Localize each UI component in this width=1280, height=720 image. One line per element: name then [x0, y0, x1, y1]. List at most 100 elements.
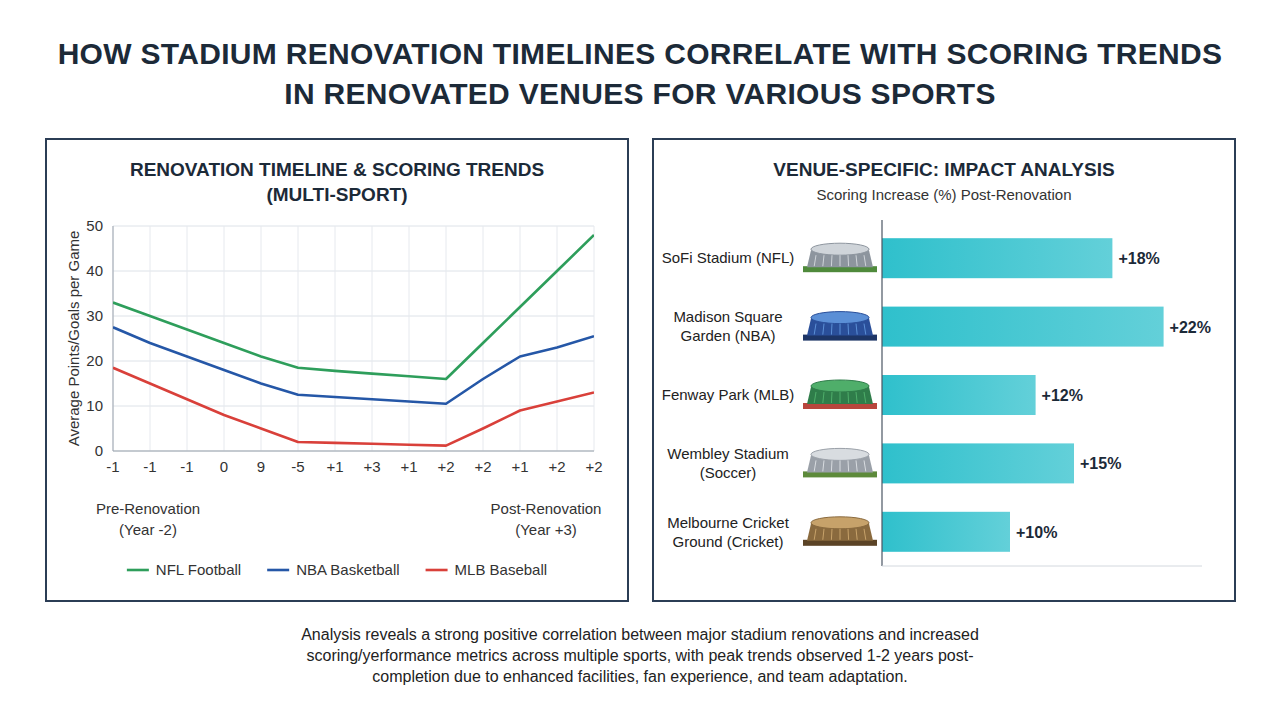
x-axis-line [882, 566, 1202, 567]
x-grid [594, 226, 595, 451]
icon-line [823, 460, 824, 471]
icon-line [856, 392, 857, 403]
legend-swatch [426, 569, 448, 572]
x-grid [372, 226, 373, 451]
text-line: Ground (Cricket) [673, 533, 784, 550]
icon-line [856, 324, 857, 335]
icon-line [864, 529, 866, 540]
x-grid [113, 226, 114, 451]
icon-line [864, 324, 866, 335]
icon-line [814, 255, 816, 266]
icon-line [831, 529, 833, 540]
icon-line [840, 460, 841, 471]
y-tick-label: 50 [86, 217, 103, 234]
y-tick-label: 30 [86, 307, 103, 324]
y-grid [113, 226, 594, 227]
panel-title: RENOVATION TIMELINE & SCORING TRENDS (MUL… [130, 159, 544, 205]
venue-icon [803, 380, 877, 409]
panel-right [653, 139, 1235, 601]
icon-line [823, 392, 824, 403]
text-line: RENOVATION TIMELINE & SCORING TRENDS [130, 159, 544, 180]
y-tick-label: 40 [86, 262, 103, 279]
x-tick-label: +3 [363, 458, 380, 475]
bar [882, 307, 1164, 347]
x-grid [298, 226, 299, 451]
icon-line [848, 324, 850, 335]
x-tick-label: 0 [220, 458, 228, 475]
legend: NFL FootballNBA BasketballMLB Baseball [127, 561, 547, 578]
y-axis-line [881, 220, 882, 566]
text-line: Wembley Stadium [667, 445, 788, 462]
panel-left [46, 139, 628, 601]
x-tick-label: +1 [400, 458, 417, 475]
icon-roof [811, 243, 869, 255]
x-grid [261, 226, 262, 451]
y-tick-label: Madison Square Garden (NBA) [673, 308, 782, 344]
x-grid [224, 226, 225, 451]
main-title: HOW STADIUM RENOVATION TIMELINES CORRELA… [40, 34, 1240, 114]
text-line: SoFi Stadium (NFL) [662, 249, 795, 266]
icon-roof [811, 312, 869, 324]
icon-line [848, 255, 850, 266]
icon-line [831, 324, 833, 335]
x-grid [409, 226, 410, 451]
icon-roof [811, 517, 869, 529]
x-tick-label: +1 [511, 458, 528, 475]
y-tick-label: Fenway Park (MLB) [662, 386, 795, 403]
venue-icon [803, 312, 877, 341]
y-axis-title: Average Points/Goals per Game [65, 231, 82, 447]
bars-group [882, 238, 1164, 552]
panel-subtitle: Scoring Increase (%) Post-Renovation [816, 186, 1071, 203]
series-line [113, 368, 594, 446]
icon-roof [811, 380, 869, 392]
series-line [113, 235, 594, 379]
icon-line [848, 529, 850, 540]
text-line: (Year -2) [119, 521, 177, 538]
y-axis-line [113, 226, 114, 451]
y-grid [113, 451, 594, 452]
x-tick-label: +2 [437, 458, 454, 475]
text-line: Melbourne Cricket [667, 514, 790, 531]
venue-icon [803, 517, 877, 546]
icon-line [823, 255, 824, 266]
x-grid [150, 226, 151, 451]
icon-line [840, 392, 841, 403]
x-tick-label: +1 [326, 458, 343, 475]
text-line: Pre-Renovation [96, 500, 200, 517]
icon-line [814, 460, 816, 471]
text-line: Madison Square [673, 308, 782, 325]
bar [882, 238, 1112, 278]
y-grid [113, 406, 594, 407]
x-tick-label: +2 [474, 458, 491, 475]
bar [882, 375, 1036, 415]
venue-icon [803, 448, 877, 477]
annotation: Pre-Renovation (Year -2) [96, 500, 200, 538]
y-tick-label: SoFi Stadium (NFL) [662, 249, 795, 266]
icon-line [864, 460, 866, 471]
x-tick-label: -5 [291, 458, 304, 475]
icon-line [856, 460, 857, 471]
x-tick-label: +2 [548, 458, 565, 475]
series-line [113, 327, 594, 404]
icon-line [814, 324, 816, 335]
icon-line [848, 460, 850, 471]
x-grid [446, 226, 447, 451]
x-grid [520, 226, 521, 451]
x-tick-label: -1 [180, 458, 193, 475]
x-grid [557, 226, 558, 451]
lines-group [113, 235, 594, 446]
legend-swatch [267, 569, 289, 572]
y-tick-label: 20 [86, 352, 103, 369]
data-label: +18% [1118, 250, 1159, 267]
x-tick-label: +2 [585, 458, 602, 475]
text-line: (MULTI-SPORT) [266, 184, 407, 205]
y-tick-label: Melbourne Cricket Ground (Cricket) [667, 514, 790, 550]
legend-label: MLB Baseball [455, 561, 548, 578]
icon-line [840, 324, 841, 335]
legend-label: NFL Football [156, 561, 241, 578]
data-label: +10% [1016, 524, 1057, 541]
legend-swatch [127, 569, 149, 572]
x-tick-label: 9 [257, 458, 265, 475]
icon-line [814, 392, 816, 403]
text-line: Garden (NBA) [680, 327, 775, 344]
